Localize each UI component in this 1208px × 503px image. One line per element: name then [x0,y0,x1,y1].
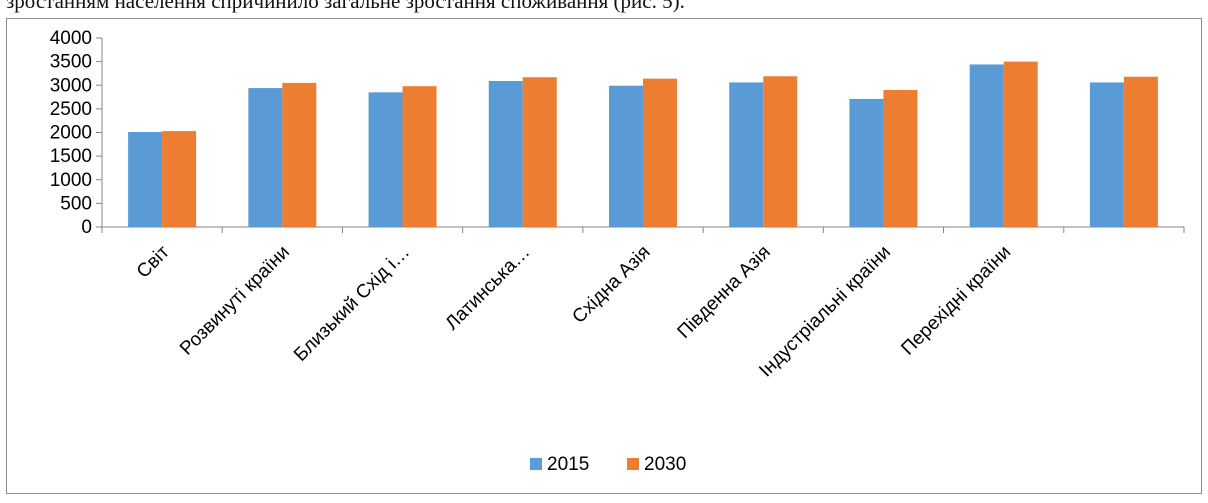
x-category-label: Індустріальні країни [755,242,895,382]
bar-2030 [763,76,798,228]
bar-2015 [1089,82,1124,227]
x-category-label: Латинська… [442,242,535,335]
y-tick-label: 1000 [50,170,92,191]
x-category-label: Близький Схід і… [290,242,414,366]
bar-2030 [643,78,677,227]
legend-swatch-2030 [627,458,639,470]
legend-label-2015: 2015 [547,454,589,475]
bar-2015 [849,98,884,227]
bar-2030 [1003,61,1038,227]
bar-2030 [883,89,918,227]
x-category-label: Південна Азія [674,242,775,343]
y-tick-label: 3000 [50,75,92,96]
y-tick-label: 2000 [50,123,92,144]
x-category-label: Східна Азія [568,242,654,328]
y-tick-label: 2500 [50,99,92,120]
y-tick-label: 500 [60,193,92,214]
document-text-line: зростанням населення спричинило загальне… [6,0,685,13]
bar-2015 [969,64,1004,228]
bar-2030 [282,82,317,227]
bar-2030 [402,86,437,227]
bar-2015 [609,85,643,227]
bar-2030 [522,77,557,227]
bar-2015 [368,92,403,228]
legend-label-2030: 2030 [644,454,686,475]
y-tick-label: 0 [81,217,92,238]
bar-2015 [488,80,523,227]
bar-2015 [248,88,283,228]
y-tick-label: 3500 [50,52,92,73]
legend-swatch-2015 [530,458,542,470]
x-category-label: Перехідні країни [897,242,1015,360]
bar-2030 [162,131,197,227]
bar-2015 [729,82,764,227]
y-tick-label: 1500 [50,146,92,167]
y-tick-label: 4000 [50,28,92,49]
x-category-label: Світ [133,241,174,282]
bar-2030 [1123,76,1158,228]
bar-2015 [128,132,163,227]
x-category-label: Розвинуті країни [176,242,294,360]
